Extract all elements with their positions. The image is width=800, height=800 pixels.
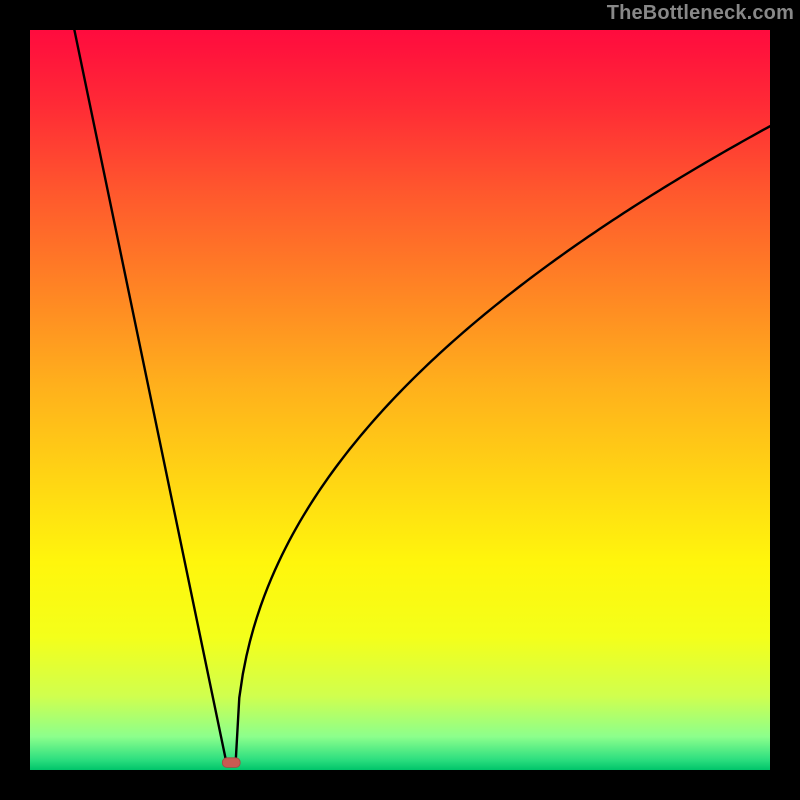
chart-background [30,30,770,770]
bottleneck-chart [30,30,770,770]
minimum-marker [222,758,240,768]
attribution-text: TheBottleneck.com [607,2,794,25]
chart-container: TheBottleneck.com [0,0,800,800]
plot-area [30,30,770,770]
